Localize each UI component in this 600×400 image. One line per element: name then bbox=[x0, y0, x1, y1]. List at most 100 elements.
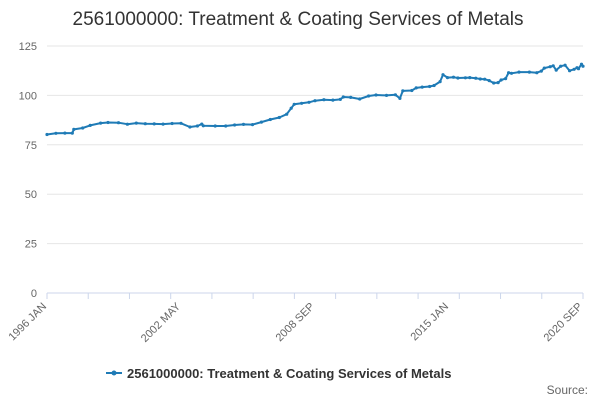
data-point bbox=[201, 124, 205, 128]
data-point bbox=[572, 67, 576, 71]
data-point bbox=[289, 106, 293, 110]
data-point bbox=[507, 71, 511, 75]
data-point bbox=[134, 121, 138, 125]
data-point bbox=[539, 69, 543, 73]
legend-item-label[interactable]: 2561000000: Treatment & Coating Services… bbox=[127, 366, 451, 381]
data-point bbox=[338, 97, 342, 101]
data-point bbox=[322, 98, 326, 102]
data-point bbox=[559, 64, 563, 68]
data-point bbox=[259, 120, 263, 124]
x-tick-label: 2020 SEP bbox=[542, 301, 586, 345]
data-point bbox=[331, 98, 335, 102]
data-point bbox=[213, 124, 217, 128]
data-point bbox=[468, 76, 472, 80]
data-point bbox=[554, 68, 558, 72]
data-point bbox=[161, 122, 165, 126]
data-point bbox=[341, 95, 345, 99]
data-point bbox=[313, 99, 317, 103]
data-point bbox=[292, 102, 296, 106]
data-point bbox=[441, 73, 445, 77]
data-point bbox=[410, 88, 414, 93]
data-point bbox=[548, 65, 552, 69]
data-point bbox=[568, 69, 572, 73]
data-point bbox=[463, 76, 467, 80]
plot-area bbox=[45, 62, 585, 137]
legend[interactable]: 2561000000: Treatment & Coating Services… bbox=[106, 366, 451, 381]
x-tick-label: 1996 JAN bbox=[6, 301, 49, 344]
data-point bbox=[152, 122, 156, 126]
data-point bbox=[509, 71, 514, 75]
x-axis-ticks: 1996 JAN 2002 MAY 2008 SEP 2015 JAN 2020 SEP bbox=[6, 293, 585, 345]
data-point bbox=[268, 117, 272, 122]
legend-marker-icon bbox=[111, 370, 117, 376]
data-point bbox=[70, 131, 74, 135]
data-point bbox=[179, 121, 183, 125]
data-point bbox=[300, 101, 304, 105]
chart-title: 2561000000: Treatment & Coating Services… bbox=[73, 9, 524, 30]
y-axis-ticks: 0 25 50 75 100 125 bbox=[19, 41, 37, 300]
data-point bbox=[349, 95, 353, 99]
y-tick-label: 100 bbox=[19, 90, 37, 102]
data-point bbox=[398, 96, 402, 100]
data-point bbox=[563, 63, 567, 67]
data-point bbox=[414, 86, 418, 90]
data-point bbox=[241, 122, 246, 126]
data-point bbox=[492, 81, 496, 85]
data-point bbox=[224, 124, 228, 128]
y-tick-label: 25 bbox=[25, 239, 37, 251]
data-point bbox=[45, 132, 49, 137]
data-point bbox=[143, 122, 147, 126]
data-point bbox=[81, 126, 85, 130]
data-point bbox=[125, 122, 129, 126]
data-point bbox=[72, 127, 76, 131]
data-point bbox=[456, 76, 460, 80]
y-tick-label: 75 bbox=[25, 140, 37, 152]
y-tick-label: 125 bbox=[19, 41, 37, 53]
data-point bbox=[420, 85, 424, 89]
data-point bbox=[535, 71, 539, 75]
data-point bbox=[581, 64, 585, 68]
data-point bbox=[233, 123, 237, 127]
data-point bbox=[451, 75, 456, 79]
data-point bbox=[277, 115, 281, 120]
data-point bbox=[576, 67, 581, 71]
data-point bbox=[487, 79, 491, 83]
data-point bbox=[99, 121, 103, 125]
data-point bbox=[483, 77, 487, 81]
data-point bbox=[517, 70, 521, 74]
data-point bbox=[496, 81, 500, 85]
data-point bbox=[542, 66, 546, 70]
data-point bbox=[106, 120, 110, 125]
y-tick-label: 0 bbox=[31, 288, 37, 300]
data-point bbox=[527, 70, 532, 74]
data-point bbox=[358, 97, 362, 101]
data-point bbox=[428, 84, 432, 89]
data-point bbox=[307, 100, 311, 104]
data-point bbox=[432, 83, 436, 88]
data-point bbox=[438, 80, 442, 84]
x-tick-label: 2008 SEP bbox=[274, 301, 318, 345]
data-point bbox=[474, 76, 478, 80]
y-tick-label: 50 bbox=[25, 189, 37, 201]
data-point bbox=[88, 123, 92, 127]
x-tick-label: 2002 MAY bbox=[139, 300, 184, 345]
data-point bbox=[499, 78, 503, 82]
chart-credits[interactable]: Source: bbox=[547, 383, 588, 397]
data-point bbox=[195, 124, 199, 128]
data-point bbox=[551, 64, 555, 68]
data-point bbox=[116, 121, 121, 125]
data-point bbox=[401, 89, 405, 93]
data-point bbox=[374, 93, 378, 97]
data-point bbox=[384, 93, 389, 97]
data-point bbox=[393, 93, 397, 97]
data-point bbox=[170, 121, 174, 126]
data-point bbox=[54, 131, 58, 135]
data-point bbox=[285, 112, 289, 116]
data-point bbox=[478, 77, 482, 81]
x-tick-label: 2015 JAN bbox=[408, 301, 451, 344]
data-point bbox=[63, 131, 67, 135]
data-point bbox=[445, 76, 450, 80]
data-point bbox=[367, 94, 371, 98]
grid-lines bbox=[47, 45, 583, 294]
